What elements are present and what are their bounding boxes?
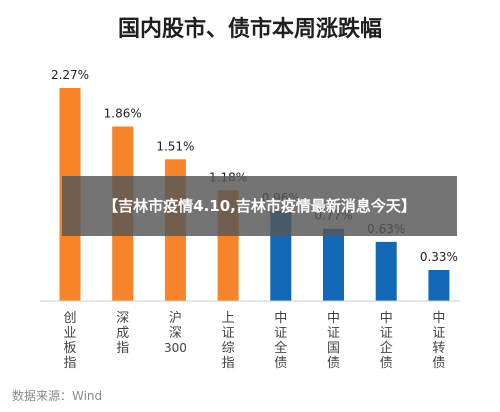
bar-8: [428, 270, 450, 301]
source-note: 数据来源：Wind: [12, 388, 102, 403]
bar-7: [375, 241, 397, 301]
category-label-7: 中证企债: [380, 311, 393, 371]
value-label-3: 1.51%: [156, 139, 194, 153]
category-label-4: 上证综指: [222, 311, 235, 371]
category-labels: 创业板指 深成指 沪深 300 上证综指 中证全债 中证国债 中证企债 中证转债: [63, 310, 445, 371]
bar-6: [323, 228, 344, 301]
category-label-1: 创业板指: [63, 311, 76, 371]
category-label-6: 中证国债: [327, 311, 340, 371]
category-label-8: 中证转债: [432, 311, 445, 371]
value-label-2: 1.86%: [104, 107, 142, 121]
category-label-5: 中证全债: [274, 311, 287, 371]
chart-title: 国内股市、债市本周涨跌幅: [118, 16, 382, 42]
category-label-2: 深成指: [116, 311, 129, 356]
value-label-8: 0.33%: [420, 250, 458, 264]
headline-banner[interactable]: 【吉林市疫情4.10,吉林市疫情最新消息今天】: [62, 176, 457, 236]
value-label-1: 2.27%: [51, 68, 89, 82]
category-label-3: 沪深 300: [164, 310, 187, 355]
